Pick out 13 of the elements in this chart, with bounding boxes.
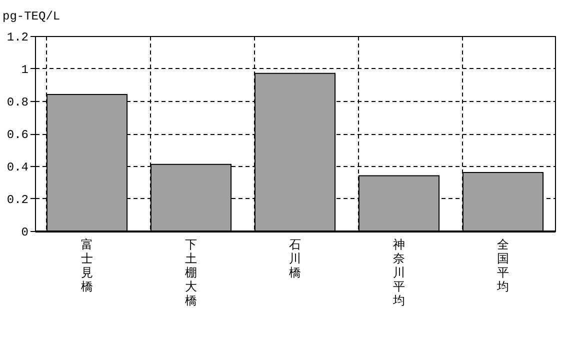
x-tick-label: 神奈川平均	[392, 238, 405, 308]
y-tick-label: 0.8	[6, 96, 28, 110]
x-tick-label: 富士見橋	[81, 238, 93, 294]
y-tick-label: 1	[21, 63, 28, 77]
y-tick-label: 0	[21, 226, 28, 240]
x-tick-label: 全国平均	[496, 238, 509, 294]
x-tick-label: 石川橋	[289, 238, 301, 280]
y-tick-label: 0.6	[6, 128, 28, 142]
y-tick-label: 0.4	[6, 160, 28, 174]
y-tick-label: 1.2	[6, 30, 28, 44]
y-tick-label: 0.2	[6, 193, 28, 207]
x-tick-label: 下土棚大橋	[185, 238, 197, 308]
y-axis-title: pg-TEQ/L	[2, 10, 60, 24]
